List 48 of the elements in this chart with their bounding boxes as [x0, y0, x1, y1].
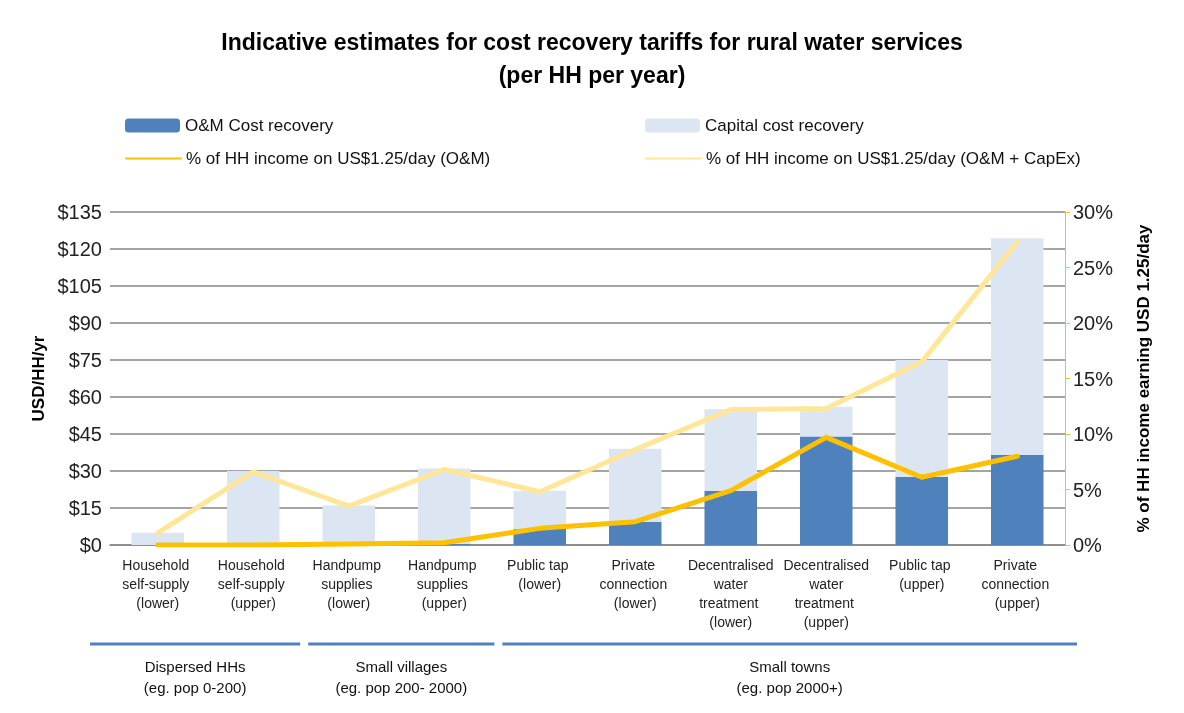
bar: [990, 238, 1044, 455]
x-tick-label: Decentralised water treatment (lower): [687, 556, 774, 630]
y-tick-label: $30: [68, 460, 102, 482]
y-tick-label: $60: [68, 386, 102, 408]
y-tick-label: $75: [68, 349, 102, 371]
bar: [513, 490, 567, 529]
y-tick-label: $105: [57, 275, 102, 297]
text: Small towns (eg. pop 2000+): [736, 658, 843, 696]
bar: [608, 522, 662, 545]
bar: [895, 360, 949, 477]
x-tick-label: Handpump supplies (upper): [408, 556, 481, 611]
y2-tick-label: 20%: [1073, 312, 1114, 334]
bar: [608, 448, 662, 523]
x-tick-label: Public tap (upper): [889, 556, 955, 592]
y2-axis-title: % of HH income earning USD 1.25/day: [1134, 223, 1153, 533]
x-tick-label: Public tap (lower): [507, 556, 573, 592]
x-tick-label: Private connection (lower): [599, 556, 672, 611]
bar: [704, 409, 758, 491]
y-axis-title: USD/HH/yr: [28, 335, 48, 422]
y-tick-label: $0: [79, 534, 102, 556]
y2-tick-label: 0%: [1073, 534, 1103, 556]
legend-label: % of HH income on US$1.25/day (O&M + CapEx): [706, 149, 1081, 168]
bar: [799, 406, 853, 437]
chart-title: Indicative estimates for cost recovery tariffs for rural water services (per HH per year): [221, 28, 963, 88]
y2-tick-label: 30%: [1073, 201, 1114, 223]
legend-label: O&M Cost recovery: [185, 116, 334, 135]
y-tick-label: $90: [68, 312, 102, 334]
y-tick-label: $120: [57, 238, 102, 260]
y2-tick-label: 15%: [1073, 367, 1114, 390]
x-tick-label: Household self-supply (lower): [122, 556, 194, 611]
y-tick-label: $15: [68, 497, 102, 519]
legend-label: Capital cost recovery: [705, 116, 865, 135]
x-tick-label: Handpump supplies (lower): [312, 556, 385, 611]
bar: [799, 436, 853, 545]
y2-tick-label: 10%: [1073, 423, 1114, 445]
bar: [990, 454, 1044, 545]
legend-label: % of HH income on US$1.25/day (O&M): [186, 149, 491, 168]
y-tick-label: $45: [68, 423, 102, 445]
text: Dispersed HHs (eg. pop 0-200): [143, 658, 247, 696]
y2-tick-label: 5%: [1073, 478, 1103, 501]
x-tick-label: Decentralised water treatment (upper): [783, 556, 870, 630]
bar: [895, 476, 949, 545]
x-tick-label: Household self-supply (upper): [217, 556, 289, 611]
text: Small villages (eg. pop 200- 2000): [335, 658, 468, 696]
y-tick-label: $135: [57, 201, 102, 223]
bar: [704, 490, 758, 545]
y2-tick-label: 25%: [1073, 256, 1114, 279]
x-tick-label: Private connection (upper): [981, 556, 1054, 611]
